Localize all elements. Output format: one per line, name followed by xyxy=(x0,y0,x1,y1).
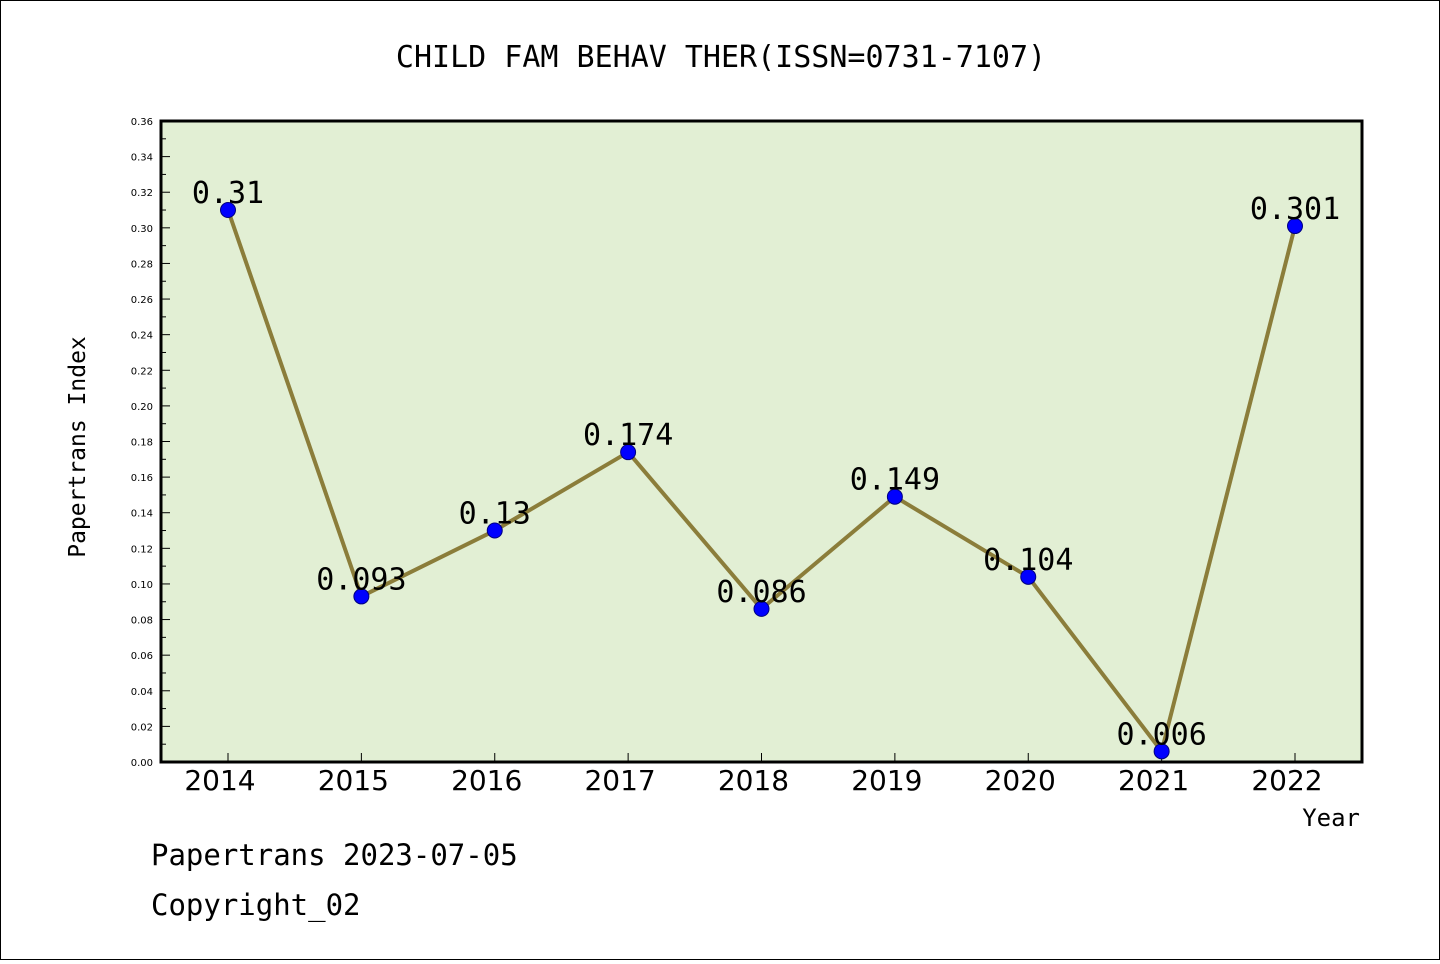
y-tick-label: 0.06 xyxy=(131,651,153,662)
data-point xyxy=(620,444,637,461)
x-tick-label: 2014 xyxy=(184,764,255,797)
data-label: 0.174 xyxy=(583,418,673,453)
y-tick-label: 0.36 xyxy=(131,117,153,128)
footer-copyright: Copyright_02 xyxy=(151,888,361,923)
series-group xyxy=(220,202,1303,760)
x-tick-label: 2021 xyxy=(1118,764,1189,797)
y-tick-label: 0.22 xyxy=(131,366,153,377)
data-label: 0.149 xyxy=(850,463,940,498)
y-axis: 0.00 0.02 0.04 0.06 0.08 0.10 0.12 0.14 0.16 0.18… xyxy=(131,117,170,769)
y-tick-label: 0.34 xyxy=(131,153,153,164)
x-tick-label: 2022 xyxy=(1251,764,1322,797)
y-tick-label: 0.32 xyxy=(131,188,153,199)
data-point xyxy=(1153,743,1170,760)
x-tick-label: 2019 xyxy=(851,764,922,797)
y-tick-label: 0.04 xyxy=(131,687,153,698)
y-tick-label: 0.24 xyxy=(131,331,153,342)
x-axis-label: Year xyxy=(1302,804,1360,832)
data-label: 0.093 xyxy=(316,562,406,597)
y-tick-label: 0.16 xyxy=(131,473,153,484)
data-label: 0.086 xyxy=(716,575,806,610)
y-tick-label: 0.28 xyxy=(131,259,153,270)
x-axis: 2014 2015 2016 2017 2018 2019 2020 2021 2022 xyxy=(184,753,1323,797)
data-point xyxy=(1020,568,1037,585)
y-tick-label: 0.14 xyxy=(131,509,153,520)
y-tick-label: 0.18 xyxy=(131,438,153,449)
y-tick-label: 0.30 xyxy=(131,224,153,235)
y-tick-label: 0.10 xyxy=(131,580,153,591)
y-tick-label: 0.12 xyxy=(131,544,153,555)
x-tick-label: 2015 xyxy=(318,764,389,797)
data-label: 0.006 xyxy=(1116,717,1206,752)
x-tick-label: 2017 xyxy=(584,764,655,797)
plot-area xyxy=(159,119,1364,764)
data-label: 0.301 xyxy=(1250,192,1340,227)
x-tick-label: 2020 xyxy=(985,764,1056,797)
data-point xyxy=(886,488,903,505)
data-point xyxy=(486,522,503,539)
data-point xyxy=(353,588,370,605)
y-tick-label: 0.00 xyxy=(131,758,153,769)
y-tick-label: 0.26 xyxy=(131,295,153,306)
y-tick-label: 0.08 xyxy=(131,616,153,627)
data-label: 0.31 xyxy=(192,176,264,211)
data-label: 0.13 xyxy=(459,497,531,532)
footer-date: Papertrans 2023-07-05 xyxy=(151,838,518,872)
data-point xyxy=(220,202,236,219)
data-label: 0.104 xyxy=(983,543,1073,578)
y-tick-label: 0.02 xyxy=(131,722,153,733)
y-tick-label: 0.20 xyxy=(131,402,153,413)
x-tick-label: 2016 xyxy=(451,764,522,797)
data-point xyxy=(753,600,770,617)
data-labels: 0.31 0.093 0.13 0.174 0.086 0.149 0.104 0.006 0.… xyxy=(192,176,1340,752)
data-point xyxy=(1287,218,1303,235)
x-tick-label: 2018 xyxy=(718,764,789,797)
y-axis-label: Papertrans Index xyxy=(65,336,91,558)
chart-title: CHILD FAM BEHAV THER(ISSN=0731-7107) xyxy=(396,40,1046,75)
